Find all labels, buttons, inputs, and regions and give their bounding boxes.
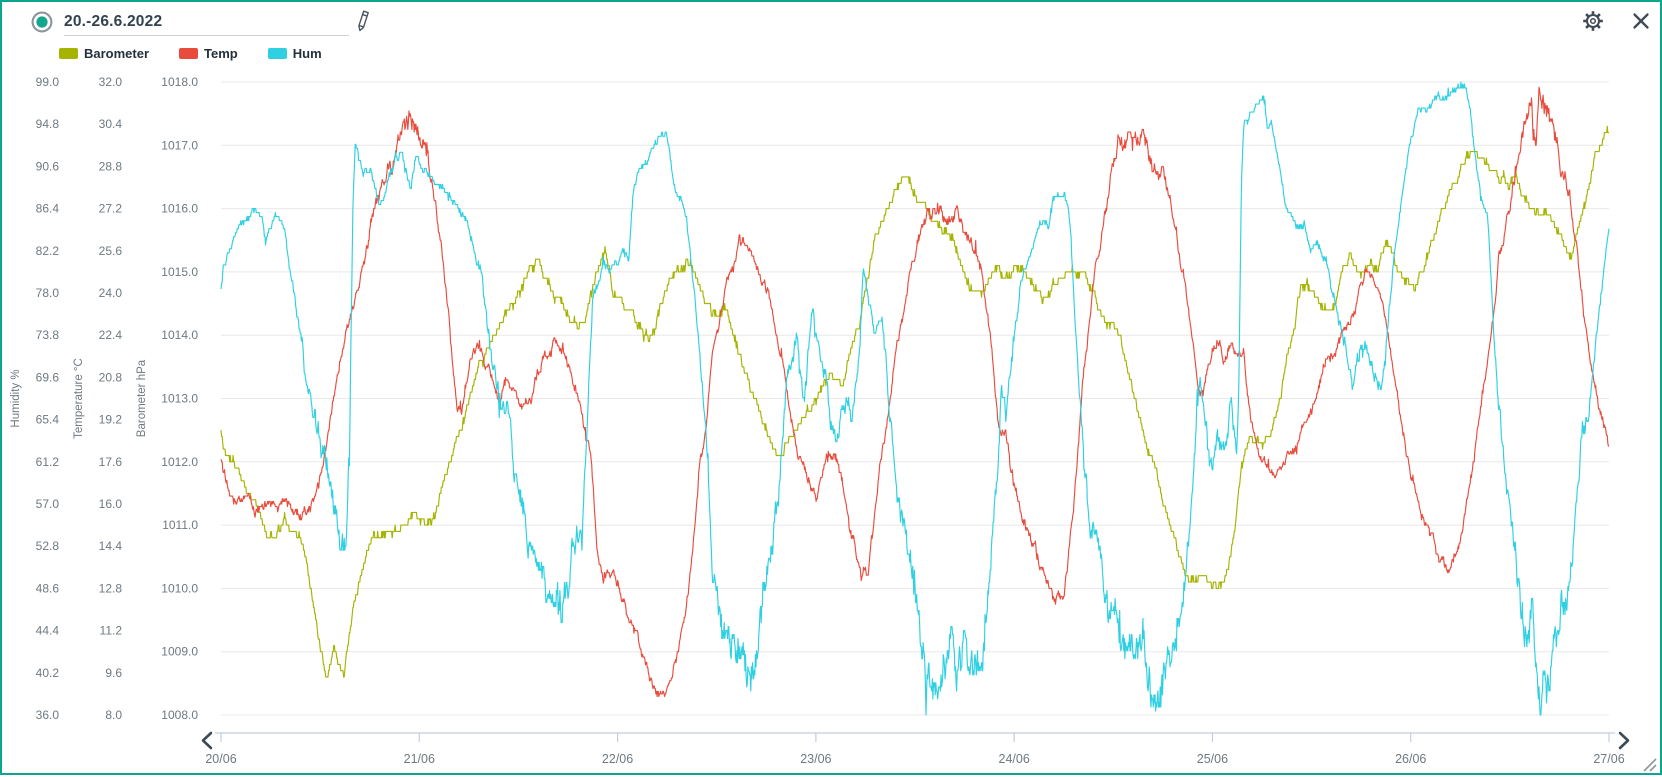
y-axis-tick-labels: 1018.0 1017.0 1016.0 1015.0 1014.0 1013.0 1012…: [36, 75, 199, 722]
legend-label: Barometer: [84, 46, 150, 61]
svg-text:26/06: 26/06: [1395, 752, 1426, 766]
svg-text:24.0: 24.0: [99, 286, 123, 300]
date-underline: [64, 35, 349, 36]
chart-canvas: 1018.0 1017.0 1016.0 1015.0 1014.0 1013.0 1012…: [10, 75, 1657, 772]
svg-text:14.4: 14.4: [99, 539, 123, 553]
svg-text:24/06: 24/06: [999, 752, 1030, 766]
svg-text:94.8: 94.8: [36, 117, 60, 131]
svg-text:28.8: 28.8: [99, 159, 123, 173]
svg-text:Barometer hPa: Barometer hPa: [136, 359, 148, 437]
legend-item-hum[interactable]: Hum: [267, 46, 322, 61]
svg-text:12.8: 12.8: [99, 581, 123, 595]
pencil-icon[interactable]: [352, 9, 374, 35]
legend-label: Temp: [204, 46, 238, 61]
chevron-right-icon[interactable]: [1618, 731, 1630, 750]
svg-text:17.6: 17.6: [99, 455, 123, 469]
series-temp-line: [220, 86, 1609, 698]
svg-text:44.4: 44.4: [36, 624, 60, 638]
svg-text:1012.0: 1012.0: [161, 455, 198, 469]
svg-text:99.0: 99.0: [36, 75, 60, 89]
legend-label: Hum: [292, 46, 322, 61]
svg-text:19.2: 19.2: [99, 413, 123, 427]
y-axis-titles: Humidity % Temperature °C Barometer hPa: [10, 358, 148, 439]
gridlines: [221, 81, 1609, 716]
svg-text:1018.0: 1018.0: [161, 75, 198, 89]
close-icon[interactable]: [1631, 11, 1651, 31]
svg-text:1015.0: 1015.0: [161, 265, 198, 279]
svg-text:Temperature °C: Temperature °C: [73, 358, 85, 439]
svg-text:65.4: 65.4: [36, 413, 60, 427]
legend-swatch-icon: [59, 48, 78, 59]
svg-text:78.0: 78.0: [36, 286, 60, 300]
svg-text:27/06: 27/06: [1593, 752, 1624, 766]
svg-text:Humidity %: Humidity %: [10, 369, 22, 427]
gear-icon[interactable]: [1582, 10, 1604, 32]
series-hum-line: [220, 81, 1610, 716]
legend-item-barometer[interactable]: Barometer: [59, 46, 149, 61]
svg-text:16.0: 16.0: [99, 497, 123, 511]
selected-radio-icon[interactable]: [31, 11, 53, 33]
header-bar: 20.-26.6.2022: [2, 2, 1660, 42]
legend: Barometer Temp Hum: [59, 46, 322, 61]
svg-text:1016.0: 1016.0: [161, 202, 198, 216]
svg-text:25.6: 25.6: [99, 244, 123, 258]
date-range-field[interactable]: 20.-26.6.2022: [64, 13, 163, 30]
chevron-left-icon[interactable]: [201, 731, 213, 750]
svg-text:30.4: 30.4: [99, 117, 123, 131]
series-barometer-line: [220, 125, 1609, 678]
svg-text:1010.0: 1010.0: [161, 581, 198, 595]
svg-text:73.8: 73.8: [36, 328, 60, 342]
legend-swatch-icon: [179, 48, 199, 59]
svg-text:69.6: 69.6: [36, 370, 60, 384]
svg-text:1009.0: 1009.0: [161, 645, 198, 659]
svg-text:27.2: 27.2: [99, 202, 123, 216]
svg-text:22/06: 22/06: [602, 752, 633, 766]
legend-swatch-icon: [267, 48, 287, 59]
svg-text:25/06: 25/06: [1197, 752, 1228, 766]
svg-text:32.0: 32.0: [99, 75, 123, 89]
svg-text:1008.0: 1008.0: [161, 708, 198, 722]
svg-text:82.2: 82.2: [36, 244, 60, 258]
svg-text:40.2: 40.2: [36, 666, 60, 680]
svg-text:22.4: 22.4: [99, 328, 123, 342]
legend-item-temp[interactable]: Temp: [179, 46, 238, 61]
svg-text:1011.0: 1011.0: [162, 518, 198, 532]
resize-handle-icon[interactable]: [1643, 758, 1657, 772]
svg-text:61.2: 61.2: [36, 455, 60, 469]
svg-text:1013.0: 1013.0: [161, 392, 198, 406]
svg-text:90.6: 90.6: [36, 159, 60, 173]
svg-text:1017.0: 1017.0: [161, 138, 198, 152]
series-lines: [220, 81, 1610, 716]
svg-text:20.8: 20.8: [99, 370, 123, 384]
svg-text:23/06: 23/06: [800, 752, 831, 766]
svg-text:57.0: 57.0: [36, 497, 60, 511]
svg-text:9.6: 9.6: [105, 666, 122, 680]
svg-text:48.6: 48.6: [36, 581, 60, 595]
svg-text:11.2: 11.2: [100, 624, 123, 638]
svg-text:52.8: 52.8: [36, 539, 60, 553]
svg-text:86.4: 86.4: [36, 202, 60, 216]
svg-text:36.0: 36.0: [36, 708, 60, 722]
svg-text:8.0: 8.0: [105, 708, 122, 722]
svg-text:20/06: 20/06: [205, 752, 236, 766]
x-axis: 20/06 21/06 22/06 23/06 24/06 25/06 26/06 27/06: [205, 732, 1625, 766]
svg-text:1014.0: 1014.0: [161, 328, 198, 342]
svg-text:21/06: 21/06: [404, 752, 435, 766]
